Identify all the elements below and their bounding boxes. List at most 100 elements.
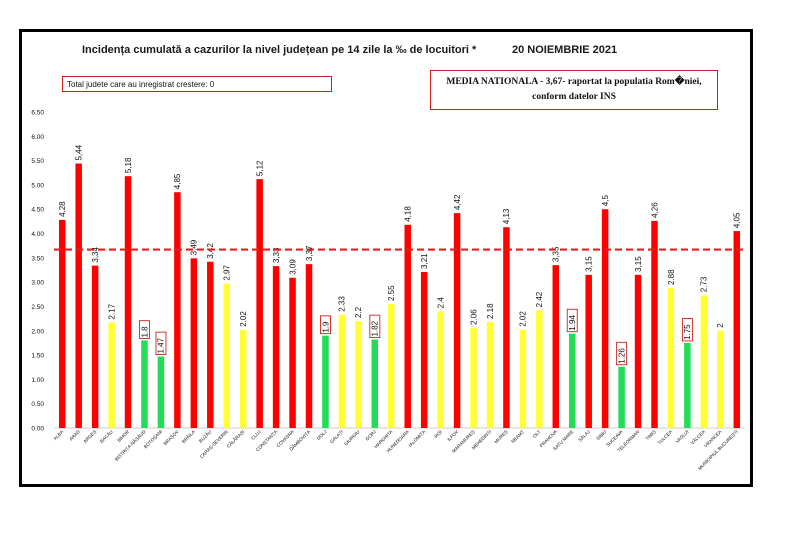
category-label: ILFOV <box>446 429 460 443</box>
bar-bra-ov <box>174 192 181 428</box>
category-label: TULCEA <box>657 429 674 446</box>
bar-value-label: 1.8 <box>140 326 149 338</box>
y-tick-label: 4.00 <box>31 231 44 238</box>
bar-value-label: 3,09 <box>288 259 297 275</box>
category-label: BRĂILA <box>180 428 196 444</box>
bar-chart: 0.00 0.50 1.00 1.50 2.00 2.50 3.00 3.50 4.00 4.50… <box>31 110 745 471</box>
y-tick-label: 2.00 <box>31 328 44 335</box>
bar-value-label: 4,5 <box>601 195 610 207</box>
bar-arad <box>75 163 82 429</box>
y-tick-label: 6.00 <box>31 134 44 141</box>
category-label: BUZĂU <box>197 428 212 443</box>
bar-municipiul-bucure-ti <box>733 231 741 428</box>
y-tick-label: 0.50 <box>31 401 44 408</box>
bar-teleorman <box>634 274 642 428</box>
value-highlight-box <box>681 318 693 342</box>
bar-value-label: 3,33 <box>272 247 281 263</box>
national-average-line-1: MEDIA NATIONALA - 3,67- raportat la popu… <box>446 77 702 87</box>
bar-cluj <box>256 179 263 428</box>
y-tick-label: 4.50 <box>31 207 44 214</box>
bar-hunedoara <box>404 224 411 428</box>
value-highlight-box <box>155 331 167 355</box>
bar-value-label: 3,35 <box>552 246 561 262</box>
category-label: DOLJ <box>316 429 328 441</box>
bar-value-label: 4,18 <box>404 206 413 222</box>
bar-prahova <box>552 265 560 428</box>
bar-s-laj <box>585 274 592 428</box>
bar-value-label: 2.4 <box>436 297 445 309</box>
bar-value-label: 1.9 <box>321 321 330 333</box>
bar-bac-u <box>108 322 115 428</box>
category-label: ARGEȘ <box>82 429 97 444</box>
value-highlight-box <box>616 341 628 366</box>
bar-value-label: 1.82 <box>371 320 380 336</box>
bar-tulcea <box>667 287 675 428</box>
bar-v-lcea <box>700 295 708 428</box>
bar-dolj <box>322 335 329 428</box>
category-label: TIMIȘ <box>645 429 657 441</box>
bar-value-label: 2.33 <box>338 296 347 312</box>
bar-value-label: 2.18 <box>486 303 495 319</box>
value-highlight-box <box>566 308 578 333</box>
bar-arge- <box>91 265 99 428</box>
bar-value-label: 3,49 <box>190 239 199 255</box>
bar-value-label: 2.02 <box>519 311 528 327</box>
bar-value-label: 1.75 <box>683 324 692 340</box>
bar-value-label: 2.2 <box>354 306 363 318</box>
chart-frame: Incidența cumulată a cazurilor la nivel … <box>19 29 753 487</box>
category-label: NEAMȚ <box>510 429 525 444</box>
bar-suceava <box>618 366 625 428</box>
y-tick-label: 1.00 <box>31 377 44 384</box>
bar-value-label: 5,18 <box>124 157 133 173</box>
category-label: BIHOR <box>116 429 130 443</box>
national-average-box: MEDIA NATIONALA - 3,67- raportat la popu… <box>430 70 718 110</box>
bar-value-label: 4,28 <box>58 201 67 217</box>
bar-value-label: 2.97 <box>223 264 232 280</box>
bar-gala-i <box>338 314 346 428</box>
bar-giurgiu <box>355 321 362 428</box>
bar-satu-mare <box>569 333 576 428</box>
bar-neam- <box>519 329 527 428</box>
y-tick-label: 3.00 <box>31 280 44 287</box>
bar-harghita <box>388 304 395 428</box>
category-label: BRAȘOV <box>163 429 181 447</box>
value-highlight-box <box>320 315 331 335</box>
y-tick-label: 6.50 <box>31 110 44 117</box>
bar-c-l-ra-i <box>239 329 247 428</box>
bar-vrancea <box>717 330 724 428</box>
category-label: CĂLĂRAȘI <box>225 428 245 448</box>
bar-value-label: 3,15 <box>634 256 643 272</box>
bar-value-label: 2.02 <box>239 311 248 327</box>
bar-boto-ani <box>157 356 165 428</box>
bar-constan-a <box>272 266 280 428</box>
bar-value-label: 3,37 <box>305 245 314 261</box>
bar-value-label: 4,05 <box>733 212 742 228</box>
bar-value-label: 4,85 <box>173 173 182 189</box>
bar-alba <box>58 219 66 428</box>
bar-value-label: 1.94 <box>568 315 577 331</box>
bar-value-label: 2 <box>716 323 725 328</box>
bar-olt <box>536 310 543 428</box>
bar-value-label: 3,34 <box>91 247 100 263</box>
category-label: CLUJ <box>250 429 262 441</box>
bar-mure- <box>503 227 510 428</box>
bar-buz-u <box>207 261 214 428</box>
value-highlight-box <box>139 320 150 339</box>
y-tick-label: 5.00 <box>31 182 44 189</box>
category-label: SĂLAJ <box>577 428 591 442</box>
bar-value-label: 2.55 <box>387 285 396 301</box>
national-average-line-2: conform datelor INS <box>532 92 616 102</box>
category-label: ARAD <box>68 429 81 442</box>
bar-d-mbovi-a <box>305 264 313 428</box>
bar-value-label: 3,21 <box>420 253 429 269</box>
category-label: GORJ <box>364 429 377 442</box>
bar-vaslui <box>684 342 691 428</box>
y-tick-label: 1.50 <box>31 353 44 360</box>
y-tick-label: 2.50 <box>31 304 44 311</box>
category-label: VASLUI <box>675 429 690 444</box>
bar-value-label: 2.17 <box>107 303 116 319</box>
bar-mehedin-i <box>486 322 494 428</box>
bar-maramure- <box>470 327 477 428</box>
y-tick-label: 3.50 <box>31 255 44 262</box>
category-label: IALOMIȚA <box>408 429 427 448</box>
